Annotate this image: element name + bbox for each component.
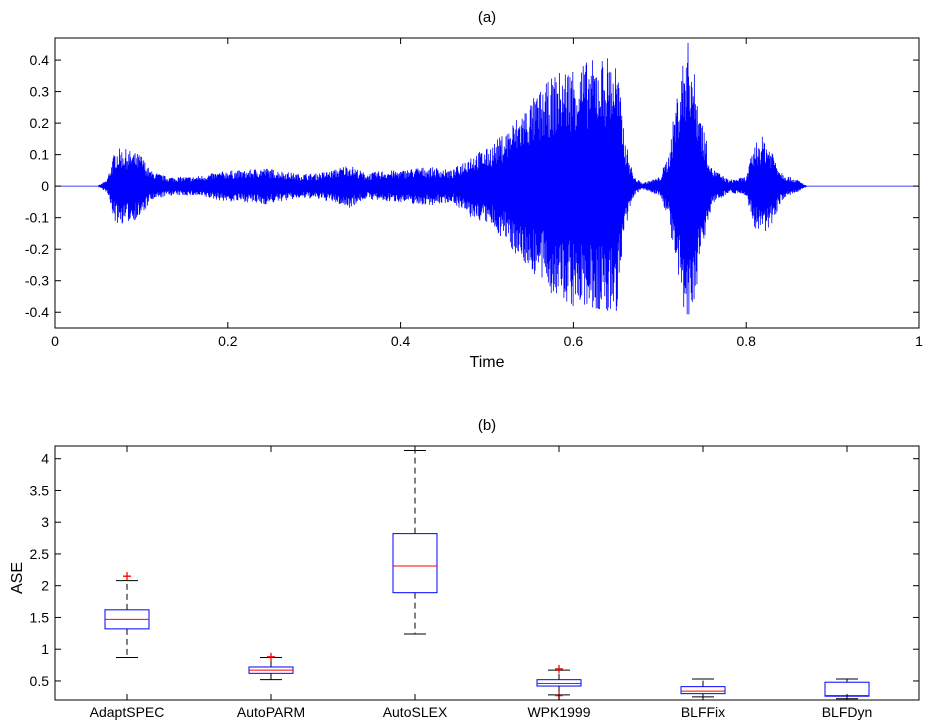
panel-b-title: (b) [478, 417, 496, 434]
x-tick-label: 1 [915, 333, 923, 349]
x-tick-label: 0.8 [736, 333, 756, 349]
y-tick-label: 2.5 [30, 546, 50, 562]
y-tick-label: -0.1 [25, 210, 49, 226]
waveform-line [55, 42, 919, 315]
category-label: WPK1999 [527, 704, 590, 720]
box-autoparm [248, 652, 294, 681]
iqr-box [680, 686, 726, 695]
outlier-marker [555, 664, 563, 673]
y-tick-label: 0.2 [30, 115, 50, 131]
y-tick-label: 0.3 [30, 84, 50, 100]
panel-a-x-ticks: 0 0.2 0.4 0.6 0.8 1 [51, 38, 923, 349]
outlier-marker [123, 572, 131, 581]
category-label: AdaptSPEC [90, 704, 165, 720]
panel-a-title: (a) [478, 9, 496, 26]
category-label: AutoPARM [237, 704, 305, 720]
y-tick-label: 0.5 [30, 673, 50, 689]
category-label: BLFFix [681, 704, 725, 720]
y-tick-label: -0.2 [25, 241, 49, 257]
y-tick-label: -0.4 [25, 304, 49, 320]
panel-b-axes-box [54, 445, 920, 701]
panel-b-ylabel: ASE [9, 562, 26, 594]
y-tick-label: 2 [41, 578, 49, 594]
panel-a-axes-box [54, 37, 920, 329]
y-tick-label: -0.3 [25, 273, 49, 289]
y-tick-label: 1.5 [30, 609, 50, 625]
x-tick-label: 0.4 [391, 333, 411, 349]
panel-b-boxes [104, 449, 870, 700]
iqr-box [536, 679, 582, 687]
outlier-marker [267, 652, 275, 661]
y-tick-label: 4 [41, 451, 49, 467]
y-tick-label: 3 [41, 514, 49, 530]
category-label: BLFDyn [822, 704, 873, 720]
x-tick-label: 0.6 [564, 333, 584, 349]
y-tick-label: 3.5 [30, 482, 50, 498]
x-tick-label: 0 [51, 333, 59, 349]
panel-a-y-ticks: -0.4 -0.3 -0.2 -0.1 0 0.1 0.2 0.3 0.4 [25, 52, 919, 320]
box-autoslex [392, 449, 438, 635]
panel-a-waveform: (a) 0 0.2 0.4 0.6 0.8 1 -0.4-0.3-0.2-0.100.10… [25, 9, 923, 371]
panel-a-xlabel: Time [470, 354, 505, 371]
y-tick-label: 0.1 [30, 147, 50, 163]
panel-b-boxplot: (b) 0.5 1 1.5 2 2.5 3 3.5 4 AdaptSPEC AutoPARM Au… [9, 417, 920, 720]
panel-b-y-ticks: 0.5 1 1.5 2 2.5 3 3.5 4 [30, 451, 919, 689]
y-tick-label: 0 [41, 178, 49, 194]
box-adaptspec [104, 572, 150, 658]
iqr-box [392, 533, 438, 594]
y-tick-label: 0.4 [30, 52, 50, 68]
x-tick-label: 0.2 [218, 333, 238, 349]
category-label: AutoSLEX [383, 704, 448, 720]
panel-b-x-ticks: AdaptSPEC AutoPARM AutoSLEX WPK1999 BLFFix BL… [90, 446, 873, 720]
y-tick-label: 1 [41, 641, 49, 657]
